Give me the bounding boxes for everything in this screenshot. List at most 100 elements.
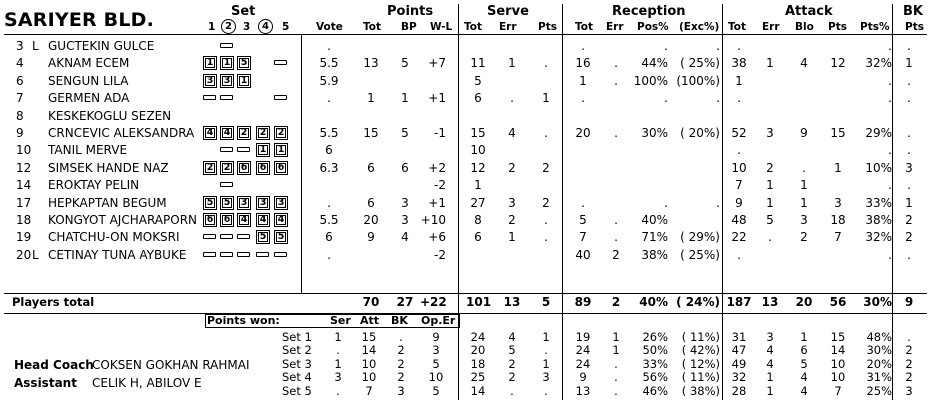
stat-spts: . [544, 126, 548, 140]
stat-rerr: 2 [612, 247, 620, 262]
set-stat-apts: 14 [830, 343, 846, 358]
stat-rexc: . [716, 39, 720, 53]
player-name: HEPKAPTAN BEGUM [48, 195, 167, 210]
stat-aerr: . [768, 230, 772, 245]
player-name: GUCTEKIN GULCE [48, 39, 155, 53]
set-stat-aerr: 1 [766, 370, 774, 385]
stat-apts: 15 [830, 126, 846, 140]
stat-rpos: 38% [641, 247, 668, 262]
stat-spts: . [544, 56, 548, 71]
stat-serr: 1 [508, 230, 516, 245]
set-stat-rexc: ( 11%) [681, 370, 720, 385]
stat-apts: 12 [830, 56, 846, 71]
stat-rtot: 5 [579, 213, 587, 227]
stat-apct: . [888, 91, 892, 106]
stat-apct: . [888, 247, 892, 262]
set-bench-marker [256, 251, 269, 257]
set-stat-serr: 2 [508, 356, 516, 371]
set-position-box: 5 [203, 195, 217, 210]
total-bk: 9 [904, 295, 914, 309]
stat-ptot: 9 [367, 230, 375, 245]
set-stat-ablo: 4 [800, 383, 808, 398]
stat-apts: 1 [834, 160, 842, 175]
set-bench-marker [220, 234, 233, 240]
player-number: 9 [16, 126, 24, 140]
stat-rtot: . [581, 91, 585, 106]
set-stat-bk: 3 [397, 383, 405, 398]
stat-aerr: 1 [766, 195, 774, 210]
stat-ptot: 6 [367, 160, 375, 175]
set-stat-rpos: 50% [642, 343, 668, 358]
set-stat-ablo: 4 [800, 370, 808, 385]
player-name: KONGYOT AJCHARAPORN [48, 213, 198, 227]
set-stat-apct: 20% [866, 356, 892, 371]
set-position-box: 1 [274, 143, 288, 158]
set-bench-marker [220, 43, 233, 48]
player-name: SIMSEK HANDE NAZ [48, 160, 169, 175]
set-stat-oper: 9 [432, 330, 440, 344]
set-bench-marker [203, 95, 216, 101]
set-position-box: 4 [256, 213, 270, 227]
reception-tot-header: Tot [575, 21, 594, 33]
attack-header: Attack [785, 4, 833, 19]
team-name: SARIYER BLD. [4, 9, 155, 31]
set-stat-att: 10 [361, 356, 377, 371]
set-stat-atot: 31 [731, 330, 747, 344]
stat-aerr: 3 [766, 126, 774, 140]
stat-bk: . [907, 39, 911, 53]
total-rpos: 40% [639, 295, 668, 309]
sep-reception [722, 4, 723, 400]
set-stat-rpos: 46% [642, 383, 668, 398]
stat-rerr: . [614, 126, 618, 140]
stat-stot: 8 [474, 213, 482, 227]
total-pwl: +22 [420, 295, 447, 309]
stat-bk: . [907, 247, 911, 262]
stat-spts: . [544, 213, 548, 227]
set-position-box: 4 [274, 213, 288, 227]
set-stat-atot: 47 [731, 343, 747, 358]
stat-vote: 5.5 [319, 56, 339, 71]
stat-pbp: 3 [401, 195, 409, 210]
serve-header: Serve [487, 4, 529, 19]
stat-vote: . [327, 39, 331, 53]
player-name: GERMEN ADA [48, 91, 130, 106]
set-stat-rtot: 19 [575, 330, 591, 344]
set-num-4: 4 [258, 19, 273, 34]
stat-bk: 1 [905, 56, 913, 71]
stat-stot: 12 [470, 160, 486, 175]
bk-header: BK [903, 4, 923, 19]
set-bench-marker [237, 251, 250, 257]
set-label: Set 4 [282, 370, 312, 385]
stat-stot: 1 [474, 178, 482, 193]
set-stat-stot: 18 [470, 356, 486, 371]
set-position-box: 2 [220, 160, 234, 175]
stat-vote: 6 [325, 143, 333, 158]
serve-err-header: Err [499, 21, 517, 33]
stat-bk: 3 [905, 160, 913, 175]
points-bp-header: BP [401, 21, 417, 33]
stat-bk: . [907, 178, 911, 193]
player-row: 10 TANIL MERVE 1 1 6 10... [0, 142, 931, 159]
stat-pbp: 6 [401, 160, 409, 175]
set-stat-att: 14 [361, 343, 377, 358]
totals-top-rule [4, 293, 927, 294]
header-rule [4, 34, 927, 35]
stat-rexc: . [716, 195, 720, 210]
pw-ser-header: Ser [330, 314, 351, 327]
stat-vote: 5.9 [319, 73, 339, 88]
player-name: CETINAY TUNA AYBUKE [48, 247, 187, 262]
set-stat-serr: 2 [508, 370, 516, 385]
stat-pbp: 1 [401, 91, 409, 106]
total-serr: 13 [503, 295, 521, 309]
stat-aerr: 5 [766, 213, 774, 227]
stat-serr: 2 [508, 160, 516, 175]
stat-pwl: +2 [428, 160, 446, 175]
stat-stot: 5 [474, 73, 482, 88]
stat-bk: 2 [905, 213, 913, 227]
set-stat-bk: . [399, 330, 403, 344]
stat-rtot: . [581, 39, 585, 53]
set-stat-apts: 7 [834, 383, 842, 398]
set-stat-stot: 24 [470, 330, 486, 344]
reception-err-header: Err [606, 21, 624, 33]
stat-atot: . [737, 91, 741, 106]
